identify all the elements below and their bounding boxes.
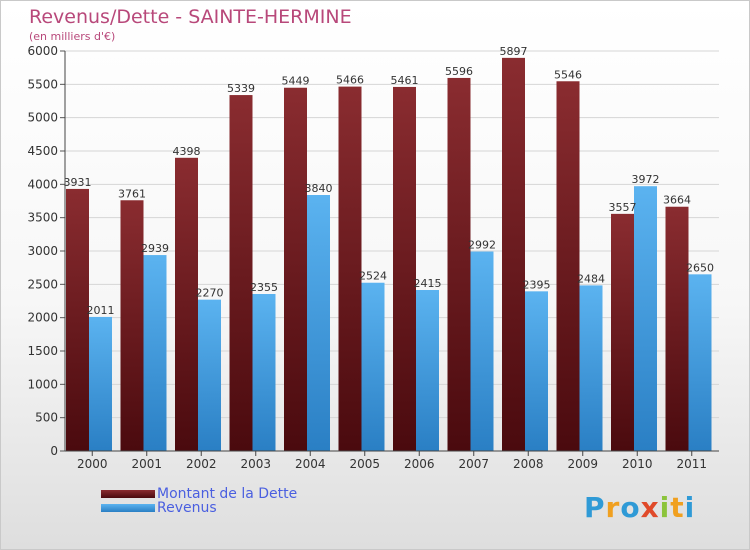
bar-dette [665,206,689,451]
y-tick-label: 500 [35,411,58,425]
bar-revenus [89,316,112,451]
proxiti-logo: Proxiti [584,491,695,524]
x-tick-label: 2006 [404,457,435,471]
bar-revenus [307,195,330,451]
data-label-dette: 5449 [282,75,310,88]
data-label-revenus: 2939 [141,242,169,255]
bar-revenus [198,299,221,451]
data-label-dette: 3664 [663,194,691,207]
bar-dette [502,57,525,451]
y-tick-label: 5000 [27,111,58,125]
bar-revenus [143,255,167,451]
logo-letter: r [605,491,621,524]
x-tick-label: 2010 [622,457,653,471]
data-label-dette: 4398 [173,145,201,158]
chart-title: Revenus/Dette - SAINTE-HERMINE [29,6,352,28]
bar-dette [229,95,253,452]
legend-swatch-revenus [101,504,155,512]
data-label-dette: 5339 [227,82,255,95]
y-tick-label: 6000 [27,44,58,58]
x-tick-label: 2008 [513,457,544,471]
bar-revenus [361,282,385,451]
data-label-revenus: 2355 [250,281,278,294]
data-label-dette: 3931 [64,176,92,189]
x-tick-label: 2007 [458,457,489,471]
data-label-revenus: 2395 [523,278,551,291]
bar-dette [120,200,144,451]
data-label-revenus: 2270 [196,287,224,300]
logo-letter: i [659,491,671,524]
x-tick-label: 2009 [567,457,598,471]
data-label-revenus: 2011 [87,304,115,317]
bar-dette [393,86,416,451]
data-label-dette: 3761 [118,187,146,200]
y-tick-label: 3500 [27,211,58,225]
bar-revenus [688,274,712,451]
data-label-dette: 5897 [500,45,528,58]
bar-dette [284,87,307,451]
x-tick-label: 2011 [676,457,707,471]
data-label-revenus: 3840 [305,182,333,195]
bar-dette [447,77,471,451]
bar-revenus [525,291,548,451]
y-tick-label: 2500 [27,277,58,291]
legend-label-revenus: Revenus [157,500,217,516]
x-tick-label: 2004 [295,457,326,471]
y-tick-label: 3000 [27,244,58,258]
bar-dette [338,86,362,451]
bar-revenus [416,290,439,451]
logo-letter: i [684,491,696,524]
data-label-dette: 5546 [554,68,582,81]
logo-letter: P [584,491,606,524]
data-label-dette: 5596 [445,65,473,78]
bar-revenus [634,186,657,451]
data-label-dette: 5461 [391,74,419,87]
bar-revenus [470,251,494,451]
data-label-revenus: 2484 [577,272,605,285]
bar-dette [556,81,580,452]
y-tick-label: 0 [50,444,58,458]
logo-letter: o [620,491,641,524]
data-label-revenus: 2524 [359,270,387,283]
x-tick-label: 2003 [240,457,271,471]
y-tick-label: 4000 [27,177,58,191]
y-tick-label: 1000 [27,377,58,391]
bar-dette [611,213,634,451]
bar-revenus [579,285,603,451]
bar-dette [175,157,198,452]
y-tick-label: 5500 [27,77,58,91]
data-label-dette: 3557 [609,201,637,214]
bar-revenus [252,294,276,451]
data-label-dette: 5466 [336,74,364,87]
x-tick-label: 2002 [186,457,217,471]
bar-dette [66,188,89,451]
legend-label-dette: Montant de la Dette [157,486,298,502]
logo-letter: x [640,491,660,524]
legend-swatch-dette [101,490,155,498]
data-label-revenus: 2992 [468,239,496,252]
chart-subtitle: (en milliers d'€) [29,30,116,43]
y-tick-label: 1500 [27,344,58,358]
data-label-revenus: 2415 [414,277,442,290]
y-tick-label: 4500 [27,144,58,158]
data-label-revenus: 2650 [686,261,714,274]
y-tick-label: 2000 [27,311,58,325]
logo-letter: t [670,491,685,524]
x-tick-label: 2001 [131,457,162,471]
x-tick-label: 2000 [77,457,108,471]
x-tick-label: 2005 [349,457,380,471]
data-label-revenus: 3972 [632,173,660,186]
